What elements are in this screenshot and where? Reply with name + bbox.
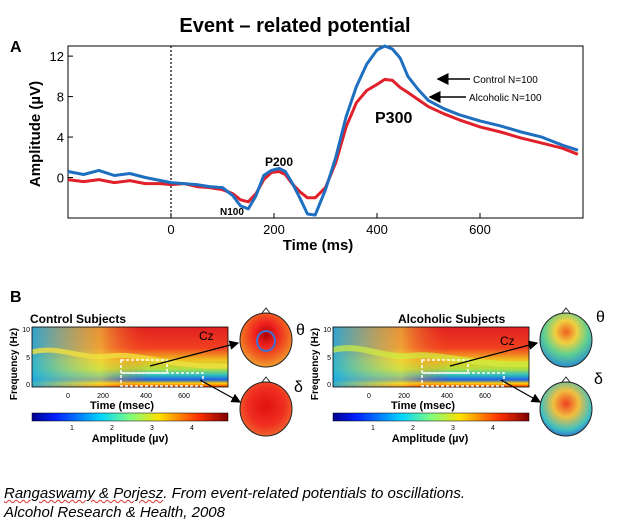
alcoholic-theta-label: θ bbox=[596, 309, 605, 326]
panel-b-label: B bbox=[10, 289, 22, 306]
figure: Event – related potential A Amplitude (µ… bbox=[9, 15, 605, 445]
alcoholic-xtick-0: 0 bbox=[367, 393, 371, 400]
alcoholic-ylabel: Frequency (Hz) bbox=[310, 328, 321, 400]
alcoholic-xlabel: Time (msec) bbox=[391, 400, 455, 412]
panel-a-label: A bbox=[10, 39, 22, 56]
control-heatmap-wave bbox=[31, 347, 229, 369]
x-tick-label: 0 bbox=[167, 222, 174, 237]
alcoholic-delta-head-map bbox=[539, 376, 593, 437]
control-ytick-10: 10 bbox=[22, 327, 30, 334]
alcoholic-delta-arrow bbox=[500, 379, 542, 403]
control-delta-head-map bbox=[239, 376, 293, 437]
control-cbar-tick-4: 4 bbox=[190, 425, 194, 432]
plot-frame bbox=[67, 45, 584, 219]
control-theta-head-map bbox=[239, 307, 293, 368]
alcoholic-delta-window bbox=[421, 372, 505, 387]
n100-annotation: N100 bbox=[220, 207, 244, 218]
alcoholic-cbar-tick-1: 1 bbox=[371, 425, 375, 432]
alcoholic-ytick-0: 0 bbox=[327, 382, 331, 389]
control-heatmap-frame bbox=[31, 326, 229, 388]
control-delta-window bbox=[120, 372, 204, 387]
alcoholic-heatmap-wave bbox=[332, 345, 530, 368]
alcoholic-electrode-label: Cz bbox=[500, 334, 515, 348]
control-ytick-0: 0 bbox=[26, 382, 30, 389]
erp-line-plot: 0 4 8 12 0 200 400 600 bbox=[50, 44, 584, 237]
control-electrode-label: Cz bbox=[199, 329, 214, 343]
control-delta-arrow bbox=[199, 379, 242, 403]
y-tick-label: 8 bbox=[57, 90, 64, 105]
control-colorbar bbox=[31, 412, 229, 422]
alcoholic-legend-label: Alcoholic N=100 bbox=[469, 93, 542, 104]
alcoholic-colorbar-label: Amplitude (µv) bbox=[392, 433, 469, 445]
control-cbar-tick-3: 3 bbox=[150, 425, 154, 432]
y-tick-label: 0 bbox=[57, 171, 64, 186]
control-xtick-0: 0 bbox=[66, 393, 70, 400]
citation-title: From event-related potentials to oscilla… bbox=[171, 485, 466, 502]
control-xlabel: Time (msec) bbox=[90, 400, 154, 412]
alcoholic-delta-label: δ bbox=[594, 371, 603, 388]
control-cbar-tick-1: 1 bbox=[70, 425, 74, 432]
control-theta-arrow bbox=[149, 340, 240, 367]
control-xtick-200: 200 bbox=[97, 393, 109, 400]
alcoholic-xtick-600: 600 bbox=[479, 393, 491, 400]
control-colorbar-label: Amplitude (µv) bbox=[92, 433, 169, 445]
panel-a-ylabel: Amplitude (µV) bbox=[27, 81, 44, 187]
control-delta-label: δ bbox=[294, 379, 303, 396]
y-tick-label: 4 bbox=[57, 130, 64, 145]
alcoholic-xtick-400: 400 bbox=[441, 393, 453, 400]
alcoholic-ytick-5: 5 bbox=[327, 355, 331, 362]
alcoholic-xtick-200: 200 bbox=[398, 393, 410, 400]
control-xtick-600: 600 bbox=[178, 393, 190, 400]
alcoholic-cbar-tick-2: 2 bbox=[411, 425, 415, 432]
control-cbar-tick-2: 2 bbox=[110, 425, 114, 432]
alcoholic-heatmap-frame bbox=[332, 326, 530, 388]
control-xtick-400: 400 bbox=[140, 393, 152, 400]
control-legend-label: Control N=100 bbox=[473, 75, 538, 86]
x-tick-label: 200 bbox=[263, 222, 285, 237]
citation-authors: Rangaswamy & Porjesz bbox=[4, 485, 164, 502]
citation: Rangaswamy & Porjesz. From event-related… bbox=[4, 484, 465, 522]
x-tick-label: 400 bbox=[366, 222, 388, 237]
alcoholic-theta-head-map bbox=[539, 307, 593, 368]
panel-a-xlabel: Time (ms) bbox=[283, 237, 354, 254]
alcoholic-theta-arrow bbox=[449, 340, 539, 367]
x-tick-label: 600 bbox=[469, 222, 491, 237]
alcoholic-cbar-tick-3: 3 bbox=[451, 425, 455, 432]
control-erp-line bbox=[67, 44, 579, 217]
figure-title: Event – related potential bbox=[179, 15, 410, 37]
p200-annotation: P200 bbox=[265, 155, 293, 169]
alcoholic-colorbar bbox=[332, 412, 530, 422]
citation-line-1: Rangaswamy & Porjesz. From event-related… bbox=[4, 485, 466, 502]
alcoholic-ytick-10: 10 bbox=[323, 327, 331, 334]
control-ytick-5: 5 bbox=[26, 355, 30, 362]
alcoholic-title: Alcoholic Subjects bbox=[398, 312, 506, 326]
p300-annotation: P300 bbox=[375, 110, 412, 127]
control-theta-label: θ bbox=[296, 322, 305, 339]
alcoholic-cbar-tick-4: 4 bbox=[491, 425, 495, 432]
control-ylabel: Frequency (Hz) bbox=[9, 328, 20, 400]
alcoholic-heatmap-panel: Alcoholic Subjects Frequency (Hz) 10 5 0… bbox=[310, 307, 605, 445]
control-heatmap-panel: Control Subjects Frequency (Hz) 10 5 0 C… bbox=[9, 307, 305, 445]
citation-journal: Alcohol Research & Health, 2008 bbox=[4, 504, 225, 521]
y-tick-label: 12 bbox=[50, 49, 64, 64]
control-title: Control Subjects bbox=[30, 312, 126, 326]
alcoholic-erp-line bbox=[67, 77, 579, 204]
